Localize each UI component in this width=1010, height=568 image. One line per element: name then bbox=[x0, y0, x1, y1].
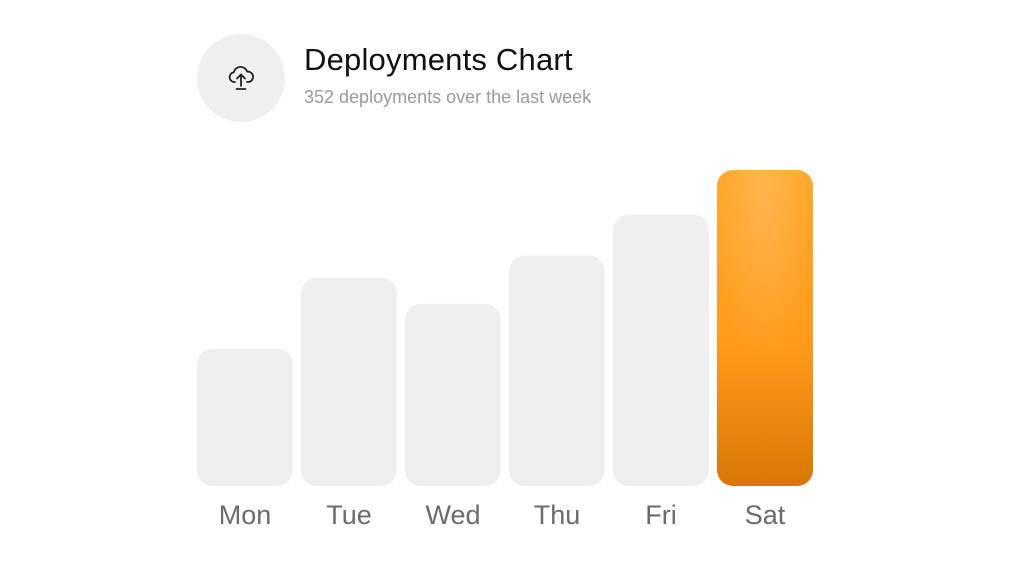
x-tick-label-sat: Sat bbox=[745, 500, 786, 530]
x-tick-label-mon: Mon bbox=[219, 500, 272, 530]
header-text: Deployments Chart 352 deployments over t… bbox=[304, 42, 591, 108]
bar-thu bbox=[509, 255, 605, 486]
chart-header: Deployments Chart 352 deployments over t… bbox=[197, 34, 591, 122]
bar-mon bbox=[197, 348, 293, 486]
x-axis-labels: Mon Tue Wed Thu Fri Sat bbox=[219, 500, 786, 530]
x-tick-label-thu: Thu bbox=[534, 500, 581, 530]
chart-subtitle: 352 deployments over the last week bbox=[304, 87, 592, 107]
x-tick-label-fri: Fri bbox=[645, 500, 676, 530]
chart-title: Deployments Chart bbox=[304, 42, 573, 77]
bars-group bbox=[197, 170, 813, 487]
bar-wed bbox=[405, 303, 501, 486]
bar-tue bbox=[301, 277, 397, 486]
icon-badge bbox=[197, 34, 285, 122]
x-tick-label-tue: Tue bbox=[326, 500, 372, 530]
bar-highlight-glow bbox=[717, 170, 813, 486]
cloud-upload-icon bbox=[228, 66, 254, 90]
bar-fri bbox=[613, 214, 709, 487]
x-tick-label-wed: Wed bbox=[425, 500, 480, 530]
